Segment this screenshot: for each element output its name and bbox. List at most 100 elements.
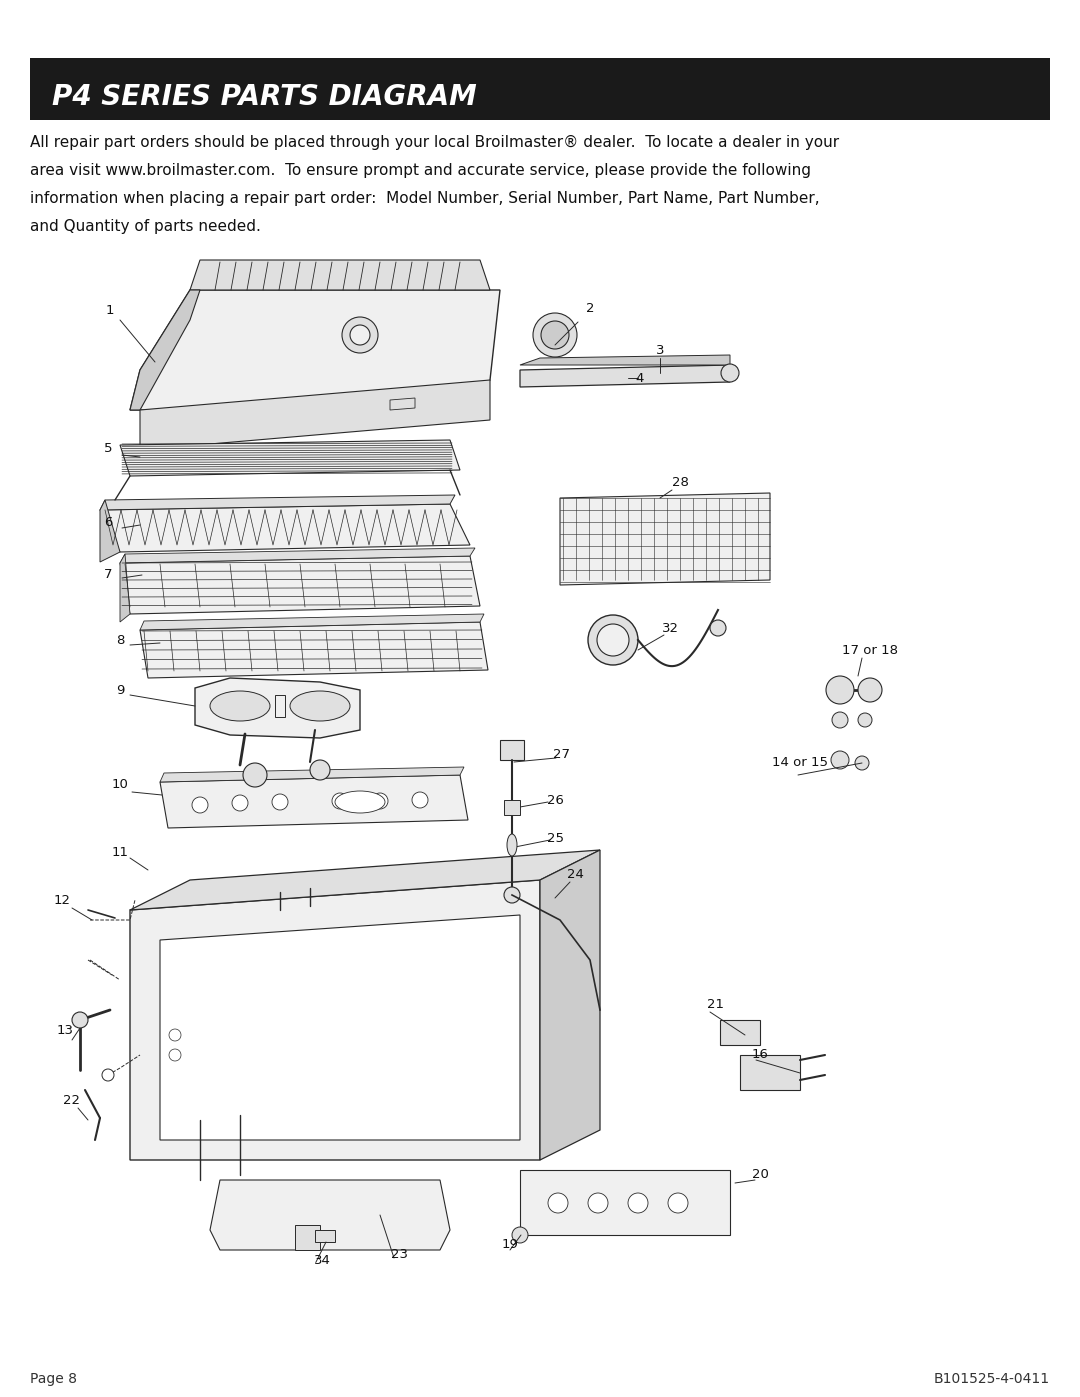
- Polygon shape: [120, 548, 475, 563]
- Polygon shape: [100, 495, 455, 510]
- Circle shape: [627, 1193, 648, 1213]
- Text: 10: 10: [111, 778, 129, 792]
- Polygon shape: [160, 775, 468, 828]
- Text: 5: 5: [104, 441, 112, 454]
- Polygon shape: [120, 440, 460, 476]
- Text: P4 SERIES PARTS DIAGRAM: P4 SERIES PARTS DIAGRAM: [52, 82, 476, 110]
- Circle shape: [512, 1227, 528, 1243]
- Polygon shape: [210, 1180, 450, 1250]
- Circle shape: [310, 760, 330, 780]
- Text: B101525-4-0411: B101525-4-0411: [934, 1372, 1050, 1386]
- Polygon shape: [130, 880, 540, 1160]
- Circle shape: [588, 615, 638, 665]
- Text: 21: 21: [706, 999, 724, 1011]
- Polygon shape: [504, 800, 519, 814]
- Circle shape: [831, 752, 849, 768]
- Polygon shape: [519, 1171, 730, 1235]
- Polygon shape: [720, 1020, 760, 1045]
- Text: 27: 27: [554, 749, 570, 761]
- Circle shape: [332, 793, 348, 809]
- Circle shape: [669, 1193, 688, 1213]
- Polygon shape: [190, 260, 490, 291]
- Polygon shape: [519, 355, 730, 365]
- Circle shape: [372, 793, 388, 809]
- Polygon shape: [740, 1055, 800, 1090]
- Text: 34: 34: [313, 1253, 330, 1267]
- Polygon shape: [140, 615, 484, 630]
- Circle shape: [72, 1011, 87, 1028]
- Text: 13: 13: [56, 1024, 73, 1037]
- Polygon shape: [160, 915, 519, 1140]
- Polygon shape: [120, 555, 130, 622]
- Text: 28: 28: [672, 476, 688, 489]
- Text: 32: 32: [661, 622, 678, 634]
- Polygon shape: [140, 380, 490, 450]
- Polygon shape: [275, 694, 285, 717]
- Text: 9: 9: [116, 683, 124, 697]
- Text: 17 or 18: 17 or 18: [842, 644, 897, 657]
- Polygon shape: [519, 365, 730, 387]
- Polygon shape: [130, 291, 500, 409]
- Ellipse shape: [507, 834, 517, 856]
- Circle shape: [858, 712, 872, 726]
- Text: area visit www.broilmaster.com.  To ensure prompt and accurate service, please p: area visit www.broilmaster.com. To ensur…: [30, 163, 811, 177]
- Text: 16: 16: [752, 1049, 769, 1062]
- Text: 19: 19: [501, 1239, 518, 1252]
- Text: 3: 3: [656, 344, 664, 356]
- Circle shape: [192, 798, 208, 813]
- Circle shape: [411, 792, 428, 807]
- Polygon shape: [120, 556, 480, 615]
- Circle shape: [168, 1030, 181, 1041]
- Circle shape: [102, 1069, 114, 1081]
- Circle shape: [272, 793, 288, 810]
- Text: 1: 1: [106, 303, 114, 317]
- Text: 22: 22: [64, 1094, 81, 1106]
- Circle shape: [832, 712, 848, 728]
- Text: 6: 6: [104, 515, 112, 528]
- Polygon shape: [561, 493, 770, 585]
- Polygon shape: [540, 849, 600, 1160]
- Circle shape: [541, 321, 569, 349]
- Polygon shape: [100, 500, 120, 562]
- Text: Page 8: Page 8: [30, 1372, 77, 1386]
- Circle shape: [243, 763, 267, 787]
- Text: information when placing a repair part order:  Model Number, Serial Number, Part: information when placing a repair part o…: [30, 191, 820, 205]
- Polygon shape: [160, 767, 464, 782]
- Text: and Quantity of parts needed.: and Quantity of parts needed.: [30, 219, 261, 235]
- Circle shape: [858, 678, 882, 703]
- Text: 25: 25: [546, 831, 564, 845]
- Polygon shape: [500, 740, 524, 760]
- Circle shape: [826, 676, 854, 704]
- Circle shape: [721, 365, 739, 381]
- Circle shape: [710, 620, 726, 636]
- Circle shape: [588, 1193, 608, 1213]
- Text: 11: 11: [111, 845, 129, 859]
- Circle shape: [168, 1049, 181, 1060]
- Text: 8: 8: [116, 633, 124, 647]
- Ellipse shape: [291, 692, 350, 721]
- Circle shape: [232, 795, 248, 812]
- Ellipse shape: [210, 692, 270, 721]
- Text: 12: 12: [54, 894, 70, 907]
- Text: 26: 26: [546, 793, 564, 806]
- Circle shape: [597, 624, 629, 657]
- Polygon shape: [130, 291, 200, 409]
- Text: 7: 7: [104, 569, 112, 581]
- Text: All repair part orders should be placed through your local Broilmaster® dealer. : All repair part orders should be placed …: [30, 136, 839, 149]
- Text: 2: 2: [585, 302, 594, 314]
- Circle shape: [342, 317, 378, 353]
- Polygon shape: [195, 678, 360, 738]
- Circle shape: [350, 326, 370, 345]
- Text: 14 or 15: 14 or 15: [772, 756, 828, 768]
- Text: 4: 4: [636, 372, 644, 384]
- Polygon shape: [140, 622, 488, 678]
- Bar: [30, 59, 1050, 120]
- Polygon shape: [390, 398, 415, 409]
- Circle shape: [548, 1193, 568, 1213]
- Polygon shape: [295, 1225, 320, 1250]
- Circle shape: [504, 887, 519, 902]
- Polygon shape: [130, 849, 600, 909]
- Text: 23: 23: [391, 1249, 408, 1261]
- Text: 24: 24: [567, 869, 583, 882]
- Circle shape: [534, 313, 577, 358]
